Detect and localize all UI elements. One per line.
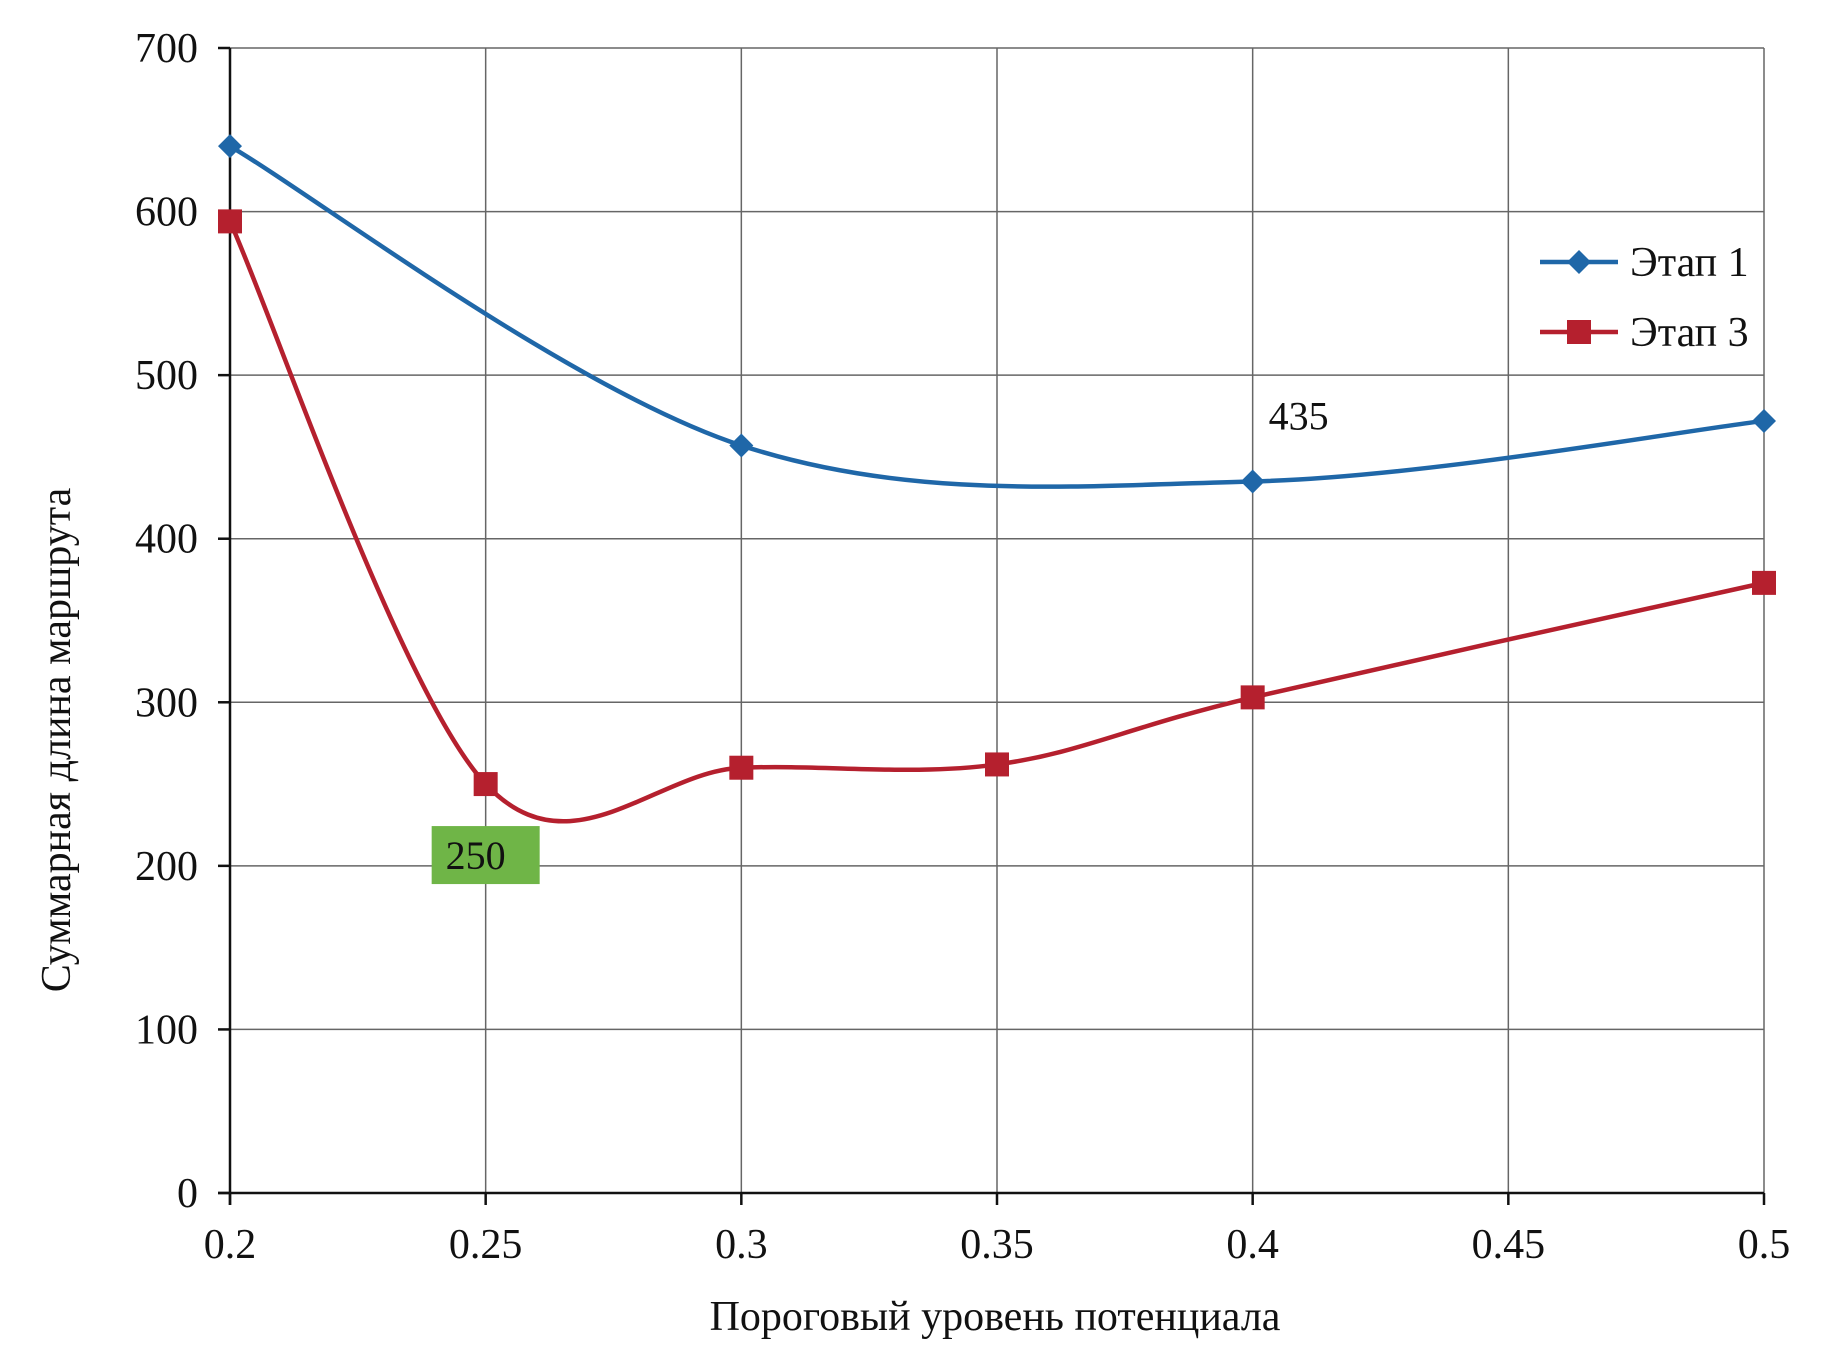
data-point (729, 433, 754, 458)
y-axis-title: Суммарная длина маршрута (34, 487, 80, 992)
y-tick-label: 600 (135, 190, 198, 236)
data-point (1240, 469, 1265, 494)
x-axis-title: Пороговый уровень потенциала (710, 1294, 1281, 1340)
y-tick-label: 200 (135, 844, 198, 890)
grid (230, 47, 1765, 1193)
series-1 (218, 134, 1776, 494)
x-tick-label: 0.5 (1738, 1222, 1791, 1268)
data-point (473, 772, 498, 797)
y-tick-label: 0 (177, 1171, 198, 1217)
annotations: 435 250 (431, 393, 1329, 885)
data-point (1752, 408, 1776, 433)
x-tick-label: 0.3 (715, 1222, 768, 1268)
legend-item-1: Этап 1 (1540, 240, 1749, 286)
x-tick-label: 0.4 (1226, 1222, 1279, 1268)
legend-label: Этап 3 (1630, 310, 1749, 356)
x-tick-label: 0.25 (449, 1222, 523, 1268)
y-tick-label: 500 (135, 353, 198, 399)
data-label-highlight (431, 826, 540, 885)
data-point (985, 752, 1009, 777)
legend-marker (1567, 320, 1591, 344)
data-point (1752, 570, 1776, 595)
x-tick-label: 0.2 (204, 1222, 257, 1268)
y-tick-label: 300 (135, 680, 198, 726)
legend-label: Этап 1 (1630, 240, 1749, 286)
legend: Этап 1 Этап 3 (1540, 240, 1749, 356)
x-tick-label: 0.35 (960, 1222, 1034, 1268)
series-2 (218, 209, 1776, 824)
y-tick-label: 400 (135, 517, 198, 563)
data-point (1240, 685, 1265, 710)
data-point (218, 134, 242, 159)
legend-item-2: Этап 3 (1540, 310, 1749, 356)
y-tick-label: 700 (135, 26, 198, 72)
series-group (218, 134, 1776, 824)
data-point (729, 755, 754, 780)
data-point (218, 209, 242, 234)
series-line (227, 143, 1767, 489)
data-label: 250 (446, 833, 506, 878)
data-label: 435 (1269, 393, 1329, 438)
legend-marker (1567, 250, 1591, 274)
series-line (227, 219, 1767, 824)
axes: 0 100 200 300 400 500 600 700 0.2 0.25 0.3 0.35 0.4 0… (135, 26, 1790, 1268)
y-tick-label: 100 (135, 1007, 198, 1053)
x-tick-label: 0.45 (1472, 1222, 1546, 1268)
